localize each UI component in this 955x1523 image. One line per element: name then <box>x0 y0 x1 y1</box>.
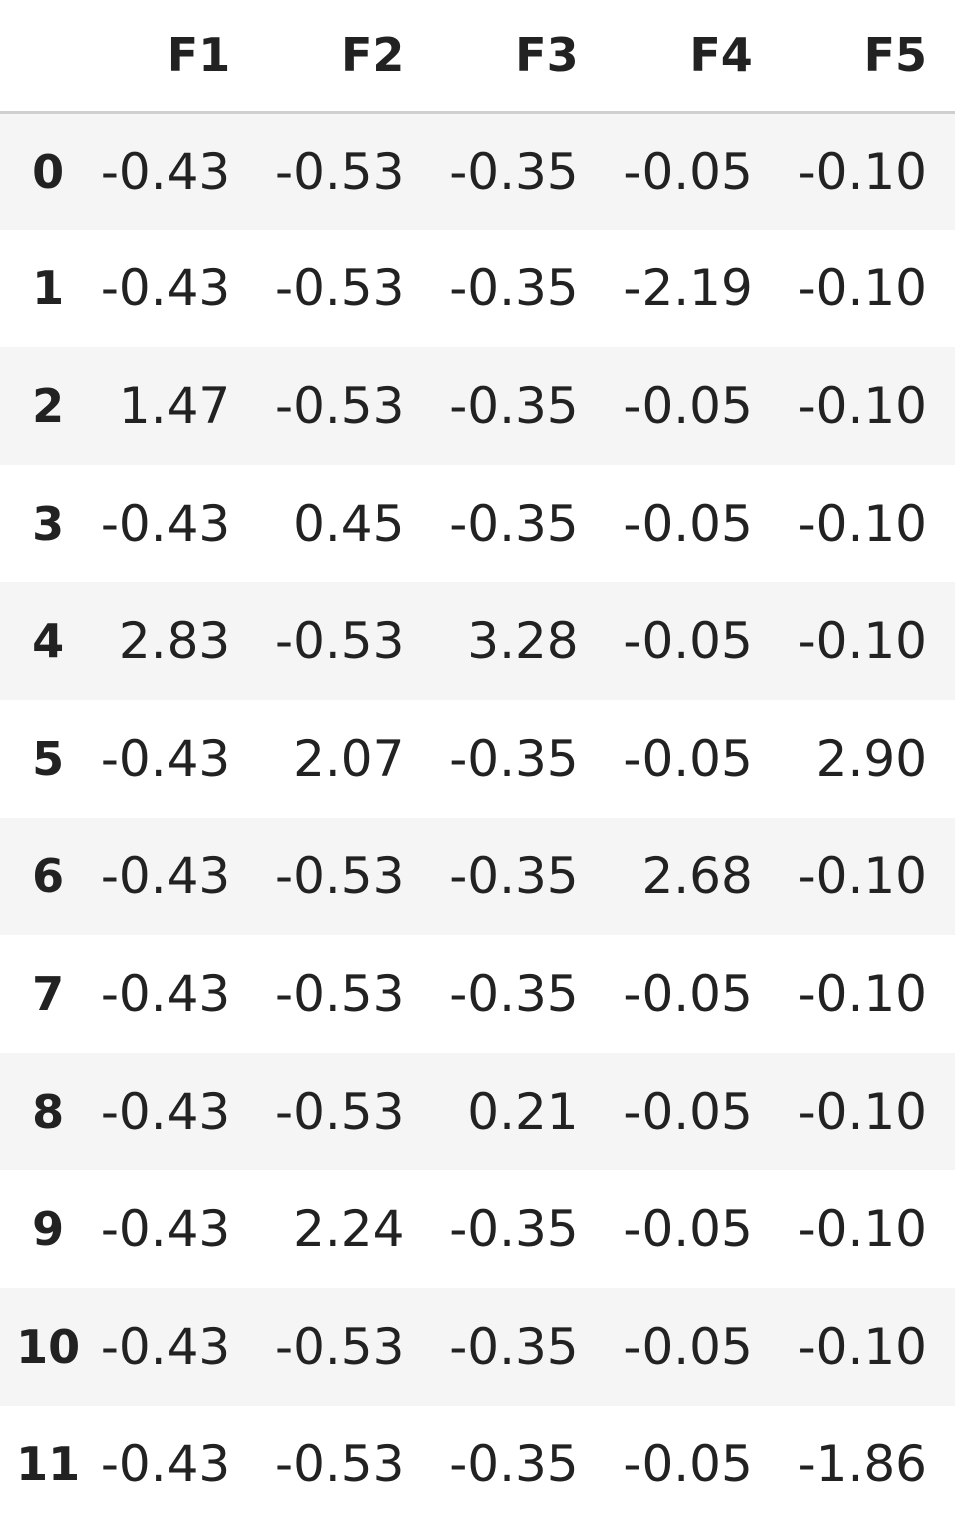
cell-value: -0.10 <box>797 964 927 1023</box>
cell-value: -0.53 <box>275 1435 405 1494</box>
cell-value: -0.05 <box>623 376 753 435</box>
cell-value: -0.53 <box>275 964 405 1023</box>
cell-value: -0.10 <box>797 847 927 906</box>
row-index: 0 <box>32 144 65 199</box>
column-header-f1: F1 <box>96 0 259 114</box>
cell-value: -0.35 <box>449 259 579 318</box>
table-row: 1 -0.43 -0.53 -0.35 -2.19 -0.10 <box>0 229 955 348</box>
column-header-f4: F4 <box>606 0 781 114</box>
cell-value: -0.53 <box>275 1082 405 1141</box>
index-header-corner <box>0 0 97 114</box>
row-index: 10 <box>16 1319 81 1374</box>
cell-value: -0.05 <box>623 1317 753 1376</box>
cell-value: 3.28 <box>467 612 579 671</box>
cell-value: -0.43 <box>100 847 231 906</box>
row-index: 2 <box>32 378 65 433</box>
table-body: 0 -0.43 -0.53 -0.35 -0.05 -0.10 1 -0.43 -0.53 -0.… <box>0 112 955 1523</box>
cell-value: -0.10 <box>797 259 927 318</box>
cell-value: -0.53 <box>275 259 405 318</box>
table-row: 0 -0.43 -0.53 -0.35 -0.05 -0.10 <box>0 112 955 230</box>
cell-value: -0.05 <box>623 729 753 788</box>
cell-value: 2.24 <box>293 1200 405 1259</box>
cell-value: -0.53 <box>275 376 405 435</box>
cell-value: -0.35 <box>449 964 579 1023</box>
cell-value: -0.43 <box>100 964 231 1023</box>
cell-value: -0.35 <box>449 142 579 201</box>
column-header-f2: F2 <box>258 0 433 114</box>
cell-value: -0.05 <box>623 142 753 201</box>
column-header-f3: F3 <box>432 0 607 114</box>
cell-value: -0.10 <box>797 376 927 435</box>
cell-value: -0.35 <box>449 1435 579 1494</box>
cell-value: 1.47 <box>118 376 231 435</box>
row-index: 1 <box>32 261 65 316</box>
row-index: 7 <box>32 966 65 1021</box>
table-row: 9 -0.43 2.24 -0.35 -0.05 -0.10 <box>0 1170 955 1288</box>
cell-value: -0.53 <box>275 612 405 671</box>
column-header-f5: F5 <box>780 0 955 114</box>
cell-value: -0.43 <box>100 494 231 553</box>
cell-value: -1.86 <box>797 1435 927 1494</box>
row-index: 4 <box>32 614 65 669</box>
cell-value: -0.53 <box>275 142 405 201</box>
cell-value: -0.10 <box>797 612 927 671</box>
table-row: 5 -0.43 2.07 -0.35 -0.05 2.90 <box>0 699 955 818</box>
cell-value: -0.05 <box>623 1082 753 1141</box>
cell-value: -0.05 <box>623 494 753 553</box>
cell-value: -0.35 <box>449 847 579 906</box>
cell-value: -0.05 <box>623 612 753 671</box>
table-row: 7 -0.43 -0.53 -0.35 -0.05 -0.10 <box>0 935 955 1053</box>
table-row: 10 -0.43 -0.53 -0.35 -0.05 -0.10 <box>0 1287 955 1406</box>
cell-value: 2.83 <box>118 612 231 671</box>
cell-value: -0.35 <box>449 494 579 553</box>
cell-value: 2.68 <box>641 847 753 906</box>
cell-value: 2.90 <box>815 729 927 788</box>
cell-value: -0.10 <box>797 494 927 553</box>
cell-value: -0.10 <box>797 142 927 201</box>
table-row: 2 1.47 -0.53 -0.35 -0.05 -0.10 <box>0 347 955 465</box>
table-row: 3 -0.43 0.45 -0.35 -0.05 -0.10 <box>0 464 955 583</box>
cell-value: -0.43 <box>100 1082 231 1141</box>
cell-value: -0.10 <box>797 1200 927 1259</box>
table-row: 8 -0.43 -0.53 0.21 -0.05 -0.10 <box>0 1052 955 1171</box>
cell-value: -2.19 <box>623 259 753 318</box>
cell-value: -0.53 <box>275 847 405 906</box>
row-index: 3 <box>32 496 65 551</box>
cell-value: -0.35 <box>449 1200 579 1259</box>
cell-value: 0.21 <box>467 1082 579 1141</box>
cell-value: -0.43 <box>100 1435 231 1494</box>
table-header: F1 F2 F3 F4 F5 <box>0 0 955 114</box>
cell-value: -0.43 <box>100 142 231 201</box>
cell-value: -0.05 <box>623 1200 753 1259</box>
cell-value: -0.53 <box>275 1317 405 1376</box>
cell-value: 0.45 <box>293 494 405 553</box>
row-index: 11 <box>16 1437 81 1492</box>
cell-value: -0.05 <box>623 1435 753 1494</box>
cell-value: -0.35 <box>449 729 579 788</box>
cell-value: -0.43 <box>100 1317 231 1376</box>
cell-value: -0.10 <box>797 1082 927 1141</box>
row-index: 9 <box>32 1202 65 1257</box>
cell-value: -0.35 <box>449 1317 579 1376</box>
cell-value: 2.07 <box>293 729 405 788</box>
cell-value: -0.05 <box>623 964 753 1023</box>
cell-value: -0.43 <box>100 729 231 788</box>
table-row: 6 -0.43 -0.53 -0.35 2.68 -0.10 <box>0 817 955 936</box>
cell-value: -0.10 <box>797 1317 927 1376</box>
row-index: 5 <box>32 731 65 786</box>
header-row: F1 F2 F3 F4 F5 <box>0 0 955 114</box>
row-index: 8 <box>32 1084 65 1139</box>
table-row: 4 2.83 -0.53 3.28 -0.05 -0.10 <box>0 582 955 700</box>
row-index: 6 <box>32 849 65 904</box>
cell-value: -0.35 <box>449 376 579 435</box>
cell-value: -0.43 <box>100 259 231 318</box>
cell-value: -0.43 <box>100 1200 231 1259</box>
table-row: 11 -0.43 -0.53 -0.35 -0.05 -1.86 <box>0 1405 955 1523</box>
